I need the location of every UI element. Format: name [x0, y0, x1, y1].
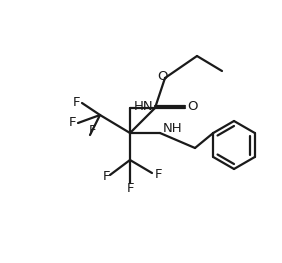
Text: HN: HN [134, 99, 154, 113]
Text: F: F [69, 115, 77, 129]
Text: O: O [158, 70, 168, 83]
Text: F: F [73, 97, 81, 109]
Text: F: F [88, 124, 96, 136]
Text: NH: NH [163, 123, 183, 135]
Text: O: O [188, 100, 198, 114]
Text: F: F [102, 170, 110, 184]
Text: F: F [126, 183, 134, 195]
Text: F: F [154, 169, 162, 181]
